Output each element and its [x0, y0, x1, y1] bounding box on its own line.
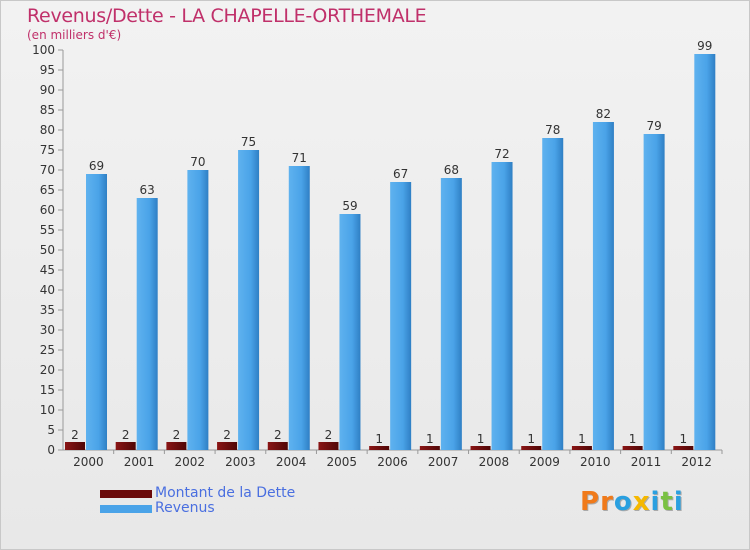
y-tick-label: 40: [40, 283, 55, 297]
bar-dette: [571, 446, 592, 450]
y-tick-label: 5: [47, 423, 55, 437]
y-tick-label: 55: [40, 223, 55, 237]
y-tick-label: 15: [40, 383, 55, 397]
y-tick-label: 30: [40, 323, 55, 337]
data-label-revenus: 82: [596, 107, 611, 121]
y-tick-label: 100: [32, 43, 55, 57]
bar-revenus: [491, 162, 513, 450]
data-label-revenus: 68: [444, 163, 459, 177]
legend-swatch-dette: [100, 490, 152, 498]
y-tick-label: 10: [40, 403, 55, 417]
data-label-dette: 1: [629, 432, 637, 446]
bar-dette: [369, 446, 390, 450]
data-label-dette: 1: [426, 432, 434, 446]
data-label-dette: 2: [122, 428, 130, 442]
x-tick-label: 2002: [174, 455, 205, 469]
y-tick-label: 75: [40, 143, 55, 157]
x-tick-label: 2012: [681, 455, 712, 469]
x-tick-label: 2007: [428, 455, 459, 469]
y-tick-label: 0: [47, 443, 55, 457]
data-label-dette: 1: [679, 432, 687, 446]
y-tick-label: 65: [40, 183, 55, 197]
bar-revenus: [542, 138, 564, 450]
bar-dette: [470, 446, 491, 450]
chart-subtitle: (en milliers d'€): [27, 28, 122, 42]
y-tick-label: 85: [40, 103, 55, 117]
y-tick-label: 50: [40, 243, 55, 257]
data-label-dette: 2: [173, 428, 181, 442]
y-tick-label: 95: [40, 63, 55, 77]
data-label-revenus: 63: [140, 183, 155, 197]
chart-title: Revenus/Dette - LA CHAPELLE-ORTHEMALE: [27, 5, 427, 27]
x-tick-label: 2011: [631, 455, 662, 469]
data-label-revenus: 70: [190, 155, 205, 169]
y-tick-label: 70: [40, 163, 55, 177]
data-label-revenus: 69: [89, 159, 104, 173]
data-label-dette: 2: [71, 428, 79, 442]
bar-dette: [673, 446, 694, 450]
legend-label-revenus: Revenus: [155, 500, 215, 516]
bar-dette: [166, 442, 187, 450]
data-label-dette: 1: [527, 432, 535, 446]
bar-dette: [267, 442, 288, 450]
y-tick-label: 20: [40, 363, 55, 377]
bar-revenus: [643, 134, 665, 450]
y-tick-label: 80: [40, 123, 55, 137]
bar-revenus: [187, 170, 209, 450]
bar-revenus: [238, 150, 260, 450]
bar-dette: [622, 446, 643, 450]
data-label-dette: 2: [274, 428, 282, 442]
data-label-revenus: 59: [342, 199, 357, 213]
data-label-dette: 2: [325, 428, 333, 442]
bar-revenus: [390, 182, 412, 450]
x-tick-label: 2009: [529, 455, 560, 469]
bar-revenus: [440, 178, 462, 450]
legend-label-dette: Montant de la Dette: [155, 485, 296, 501]
x-tick-label: 2001: [124, 455, 155, 469]
bar-dette: [419, 446, 440, 450]
data-label-dette: 1: [477, 432, 485, 446]
y-tick-label: 90: [40, 83, 55, 97]
data-label-revenus: 71: [292, 151, 307, 165]
x-tick-label: 2003: [225, 455, 256, 469]
data-label-dette: 1: [578, 432, 586, 446]
data-label-revenus: 79: [646, 119, 661, 133]
bar-dette: [217, 442, 238, 450]
data-label-revenus: 75: [241, 135, 256, 149]
y-tick-label: 60: [40, 203, 55, 217]
data-label-dette: 1: [375, 432, 383, 446]
x-tick-label: 2008: [479, 455, 510, 469]
data-label-revenus: 72: [494, 147, 509, 161]
bar-revenus: [136, 198, 158, 450]
x-tick-label: 2000: [73, 455, 104, 469]
x-tick-label: 2005: [327, 455, 358, 469]
bar-revenus: [592, 122, 614, 450]
bar-revenus: [694, 54, 716, 450]
y-tick-label: 35: [40, 303, 55, 317]
x-tick-label: 2004: [276, 455, 307, 469]
x-tick-label: 2010: [580, 455, 611, 469]
x-tick-label: 2006: [377, 455, 408, 469]
proxiti-logo: Proxiti: [580, 487, 684, 517]
data-label-revenus: 67: [393, 167, 408, 181]
data-label-revenus: 99: [697, 39, 712, 53]
y-tick-label: 25: [40, 343, 55, 357]
y-tick-label: 45: [40, 263, 55, 277]
bar-dette: [65, 442, 85, 450]
legend-swatch-revenus: [100, 505, 152, 513]
data-label-dette: 2: [223, 428, 231, 442]
bar-dette: [115, 442, 136, 450]
data-label-revenus: 78: [545, 123, 560, 137]
bar-dette: [318, 442, 339, 450]
bar-revenus: [339, 214, 361, 450]
bar-dette: [521, 446, 542, 450]
bar-revenus: [288, 166, 310, 450]
bar-revenus: [86, 174, 107, 450]
